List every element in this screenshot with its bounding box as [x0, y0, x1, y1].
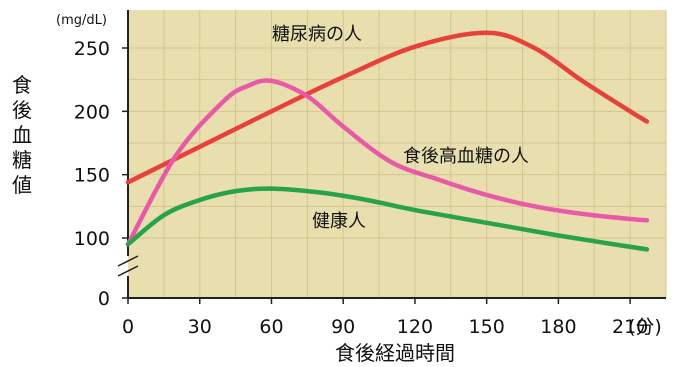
axis-break-mark [117, 255, 139, 267]
y-tick-label: 250 [74, 38, 110, 60]
tick-labels: 0 30 60 90 120 150 180 210 100 150 200 250 0 [74, 38, 649, 338]
x-tick-label: 90 [331, 316, 355, 338]
y-unit-label: (mg/dL) [56, 13, 107, 28]
y-tick-label: 150 [74, 165, 110, 187]
x-tick-label: 180 [540, 316, 576, 338]
plot-background [128, 10, 666, 298]
y-tick-label: 100 [74, 228, 110, 250]
svg-text:食後血糖値: 食後血糖値 [12, 73, 32, 197]
y-tick-label: 200 [74, 101, 110, 123]
x-tick-label: 150 [469, 316, 505, 338]
series-line-postprandial-hyperglycemia [125, 78, 650, 247]
y-tick-label-zero: 0 [98, 288, 110, 310]
x-unit-label: (分) [628, 316, 662, 338]
series-line-healthy [125, 186, 650, 252]
series-label-postprandial-hyperglycemia: 食後高血糖の人 [403, 146, 529, 167]
x-tick-label: 0 [122, 316, 134, 338]
x-tick-label: 60 [259, 316, 283, 338]
axis-break-mark [117, 265, 139, 277]
series-line-diabetes [125, 30, 650, 185]
series-group [125, 30, 650, 252]
axes [117, 10, 666, 299]
x-tick-label: 120 [397, 316, 433, 338]
x-tick-label: 30 [188, 316, 212, 338]
x-axis-title: 食後経過時間 [335, 341, 455, 365]
x-tick-label: 210 [612, 316, 648, 338]
series-label-healthy: 健康人 [312, 211, 366, 232]
y-axis-title: 食後血糖値 [12, 73, 32, 197]
series-label-diabetes: 糖尿病の人 [272, 24, 362, 45]
